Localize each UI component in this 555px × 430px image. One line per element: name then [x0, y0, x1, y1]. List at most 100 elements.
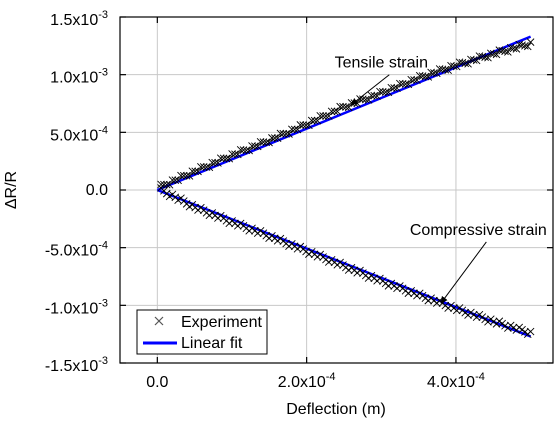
experiment-point — [262, 138, 271, 147]
axes: 1.5x10-3 1.0x10-3 5.0x10-4 0.0 -5.0x10-4 -1.0… — [45, 9, 553, 391]
experiment-point — [430, 69, 438, 77]
experiment-point — [481, 53, 489, 61]
experiment-point — [251, 142, 259, 151]
experiment-point — [307, 116, 316, 125]
x-tick-label: 4.0x10-4 — [427, 371, 485, 391]
experiment-point — [373, 92, 381, 100]
experiment-point — [265, 138, 273, 147]
experiment-point — [285, 130, 293, 138]
experiment-point — [168, 176, 177, 184]
annotation-arrow — [440, 241, 487, 304]
experiment-point — [501, 47, 509, 56]
experiment-point — [336, 102, 344, 111]
x-axis-title: Deflection (m) — [286, 401, 386, 418]
experiment-point — [179, 171, 188, 180]
experiment-point — [461, 59, 470, 68]
experiment-point — [225, 154, 234, 163]
experiment-point — [526, 327, 535, 336]
annotations: Tensile strain Compressive strain — [335, 55, 547, 304]
experiment-point — [194, 167, 202, 176]
y-tick-label: 1.0x10-3 — [50, 67, 108, 87]
experiment-point — [231, 150, 239, 159]
experiment-point — [185, 172, 194, 180]
experiment-point — [333, 107, 342, 116]
experiment-point — [268, 134, 276, 142]
experiment-point — [319, 112, 327, 120]
experiment-point — [464, 59, 472, 68]
y-tick-label: -1.0x10-3 — [45, 297, 108, 317]
experiment-point — [242, 146, 251, 155]
experiment-point — [208, 158, 217, 167]
experiment-point — [296, 121, 305, 129]
experiment-point — [177, 171, 185, 180]
experiment-point — [157, 180, 165, 189]
y-tick-label: -5.0x10-4 — [45, 240, 108, 260]
experiment-point — [361, 95, 370, 104]
experiment-point — [327, 107, 336, 116]
experiment-point — [381, 88, 390, 96]
experiment-point — [222, 154, 231, 163]
y-tick-label: 5.0x10-4 — [50, 124, 108, 144]
experiment-point — [288, 125, 296, 134]
experiment-point — [526, 38, 535, 46]
x-tick-label: 2.0x10-4 — [278, 371, 336, 391]
experiment-point — [299, 121, 308, 129]
legend-label-linear-fit: Linear fit — [181, 335, 243, 352]
experiment-point — [364, 96, 373, 104]
experiment-point — [324, 112, 333, 120]
experiment-point — [182, 172, 191, 180]
experiment-point — [512, 45, 521, 53]
experiment-point — [504, 48, 512, 56]
experiment-point — [293, 125, 302, 134]
experiment-point — [270, 134, 279, 142]
experiment-point — [302, 121, 310, 130]
experiment-point — [393, 84, 401, 93]
linear-fit-series — [156, 35, 532, 338]
experiment-point — [450, 62, 458, 70]
experiment-point — [282, 130, 290, 138]
annotation-label: Compressive strain — [410, 222, 547, 239]
experiment-point — [330, 107, 339, 116]
experiment-point — [322, 112, 330, 120]
legend-label-experiment: Experiment — [181, 314, 262, 331]
experiment-point — [444, 66, 452, 75]
experiment-point — [523, 42, 532, 51]
experiment-point — [188, 167, 197, 176]
experiment-point — [410, 76, 418, 84]
experiment-point — [484, 53, 492, 62]
experiment-point — [424, 73, 433, 81]
experiment-point — [162, 180, 171, 189]
experiment-point — [245, 146, 254, 155]
experiment-point — [211, 158, 219, 167]
annotation-arrow — [350, 74, 390, 106]
experiment-point — [273, 134, 282, 143]
experiment-point — [305, 121, 313, 130]
legend: Experiment Linear fit — [136, 309, 268, 355]
experiment-point — [521, 41, 529, 50]
experiment-point — [171, 176, 180, 185]
y-tick-label: 0.0 — [86, 182, 108, 199]
experiment-point — [441, 65, 450, 74]
experiment-point — [390, 84, 398, 92]
experiment-point — [421, 72, 430, 81]
experiment-point — [199, 163, 208, 171]
experiment-point — [219, 154, 228, 163]
experiment-point — [404, 80, 413, 89]
experiment-point — [509, 44, 518, 53]
experiment-point — [290, 125, 299, 134]
experiment-point — [432, 69, 441, 78]
experiment-point — [316, 112, 325, 120]
experiment-point — [276, 129, 285, 138]
experiment-point — [452, 62, 461, 71]
experiment-point — [310, 116, 319, 125]
experiment-point — [492, 50, 501, 59]
experiment-point — [174, 176, 182, 185]
experiment-point — [216, 154, 225, 162]
experiment-point — [253, 142, 262, 151]
annotation-label: Tensile strain — [335, 55, 428, 72]
experiment-point — [370, 91, 379, 100]
experiment-point — [313, 116, 322, 125]
y-tick-label: -1.5x10-3 — [45, 355, 108, 375]
y-tick-label: 1.5x10-3 — [50, 9, 108, 29]
